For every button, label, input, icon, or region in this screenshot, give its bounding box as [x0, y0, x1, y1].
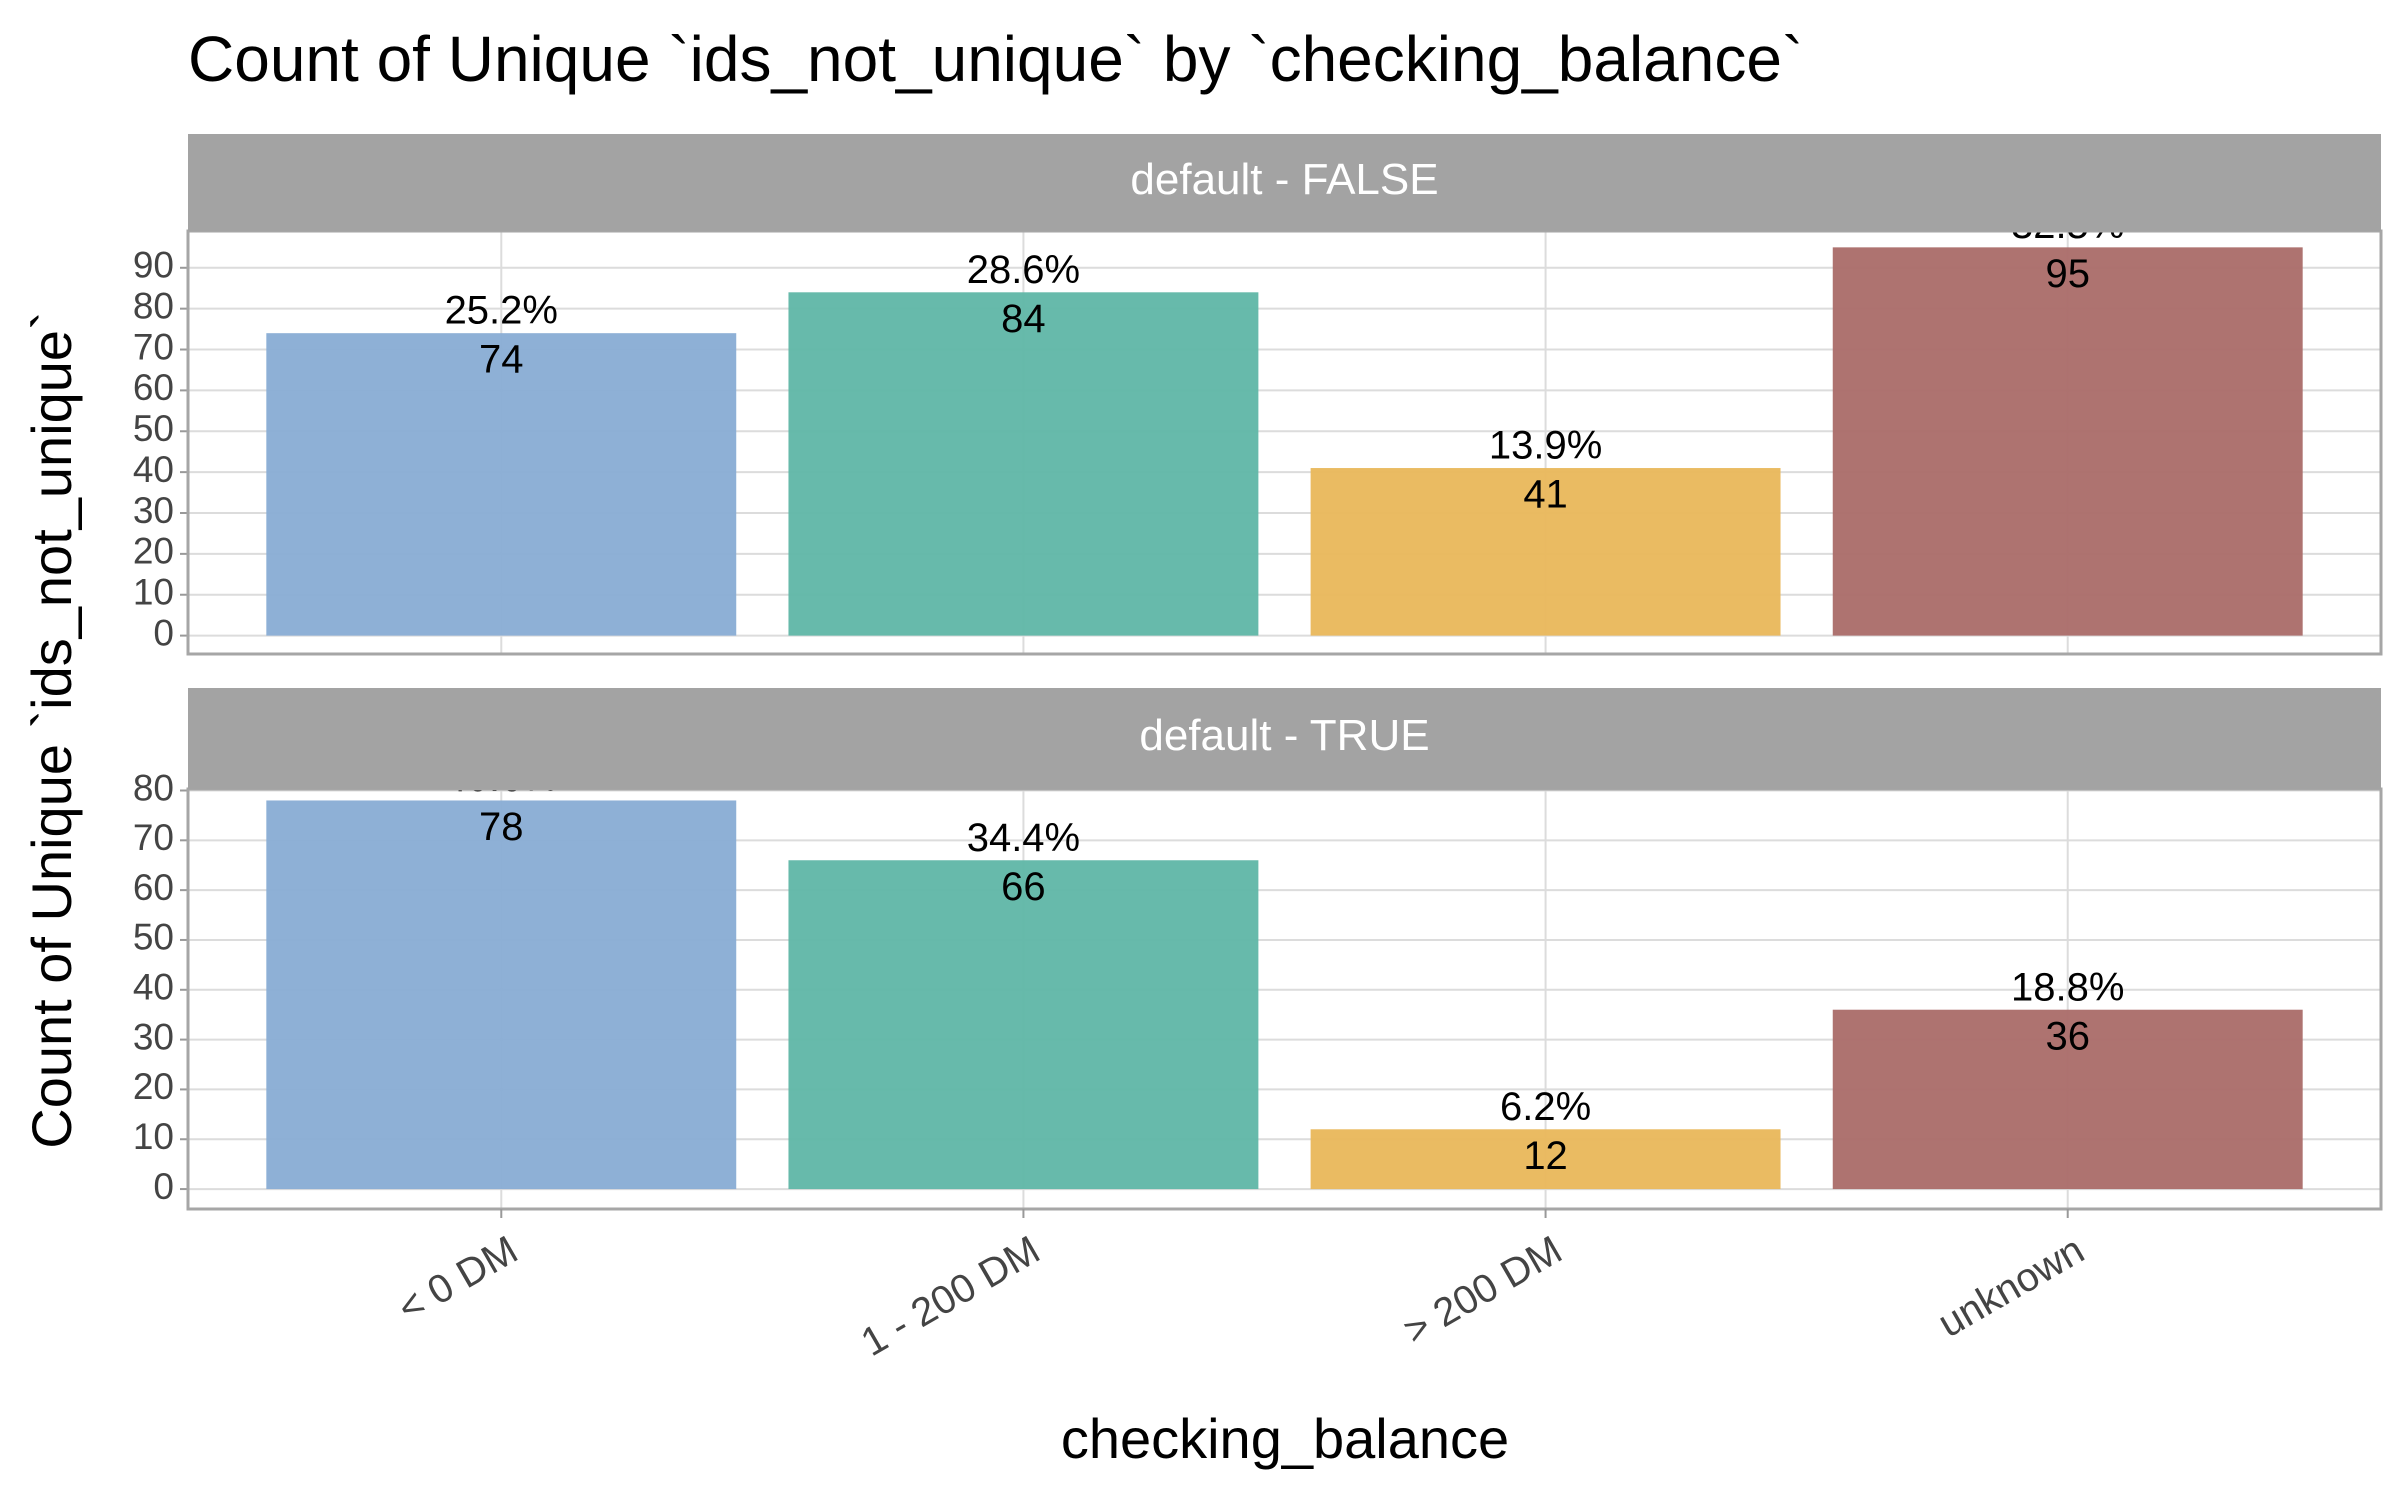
panel: 40.6% 78 34.4% 66 6.2% 12 18.8% 36 [188, 756, 2381, 1209]
y-tick-label: 50 [133, 408, 174, 449]
y-tick-label: 10 [133, 1116, 174, 1157]
value-label: 95 [2045, 252, 2090, 296]
y-tick-label: 70 [133, 817, 174, 858]
y-tick-label: 40 [133, 449, 174, 490]
x-tick-label: unknown [1931, 1228, 2092, 1346]
x-tick-label: < 0 DM [390, 1228, 525, 1331]
percent-label: 25.2% [445, 289, 558, 333]
percent-label: 32.5% [2011, 203, 2124, 247]
x-axis-title: checking_balance [1061, 1407, 1509, 1470]
value-label: 74 [479, 338, 524, 382]
bar [1832, 1009, 2303, 1190]
bar [1832, 247, 2303, 636]
value-label: 78 [479, 805, 524, 849]
value-label: 84 [1001, 297, 1046, 341]
y-tick-label: 60 [133, 867, 174, 908]
y-tick-label: 70 [133, 326, 174, 367]
y-tick-label: 80 [133, 285, 174, 326]
y-tick-label: 30 [133, 490, 174, 531]
panel: 25.2% 74 28.6% 84 13.9% 41 32.5% 95 [188, 203, 2381, 654]
x-tick-label: 1 - 200 DM [854, 1228, 1047, 1365]
percent-label: 34.4% [967, 816, 1080, 860]
y-tick-label: 60 [133, 367, 174, 408]
y-tick-label: 20 [133, 1066, 174, 1107]
bar [1310, 468, 1781, 636]
strip [188, 134, 2381, 231]
value-label: 66 [1001, 865, 1046, 909]
value-label: 36 [2045, 1014, 2090, 1058]
value-label: 41 [1523, 473, 1568, 517]
strip [188, 688, 2381, 789]
y-tick-label: 30 [133, 1016, 174, 1057]
bar [788, 292, 1259, 636]
percent-label: 28.6% [967, 248, 1080, 292]
bar [266, 333, 737, 636]
y-tick-label: 50 [133, 917, 174, 958]
bar [1310, 1129, 1781, 1190]
y-tick-label: 40 [133, 967, 174, 1008]
y-axis-title: Count of Unique `ids_not_unique` [20, 311, 83, 1148]
y-tick-label: 20 [133, 531, 174, 572]
y-tick-label: 10 [133, 572, 174, 613]
percent-label: 6.2% [1500, 1085, 1591, 1129]
bar [266, 800, 737, 1190]
percent-label: 13.9% [1489, 424, 1602, 468]
percent-label: 40.6% [445, 756, 558, 800]
chart-title: Count of Unique `ids_not_unique` by `che… [188, 23, 1803, 95]
strip-label: default - FALSE [1130, 155, 1438, 204]
y-tick-label: 0 [153, 612, 174, 653]
percent-label: 18.8% [2011, 965, 2124, 1009]
bar [788, 860, 1259, 1190]
y-tick-label: 0 [153, 1166, 174, 1207]
strip-label: default - TRUE [1139, 711, 1429, 760]
x-tick-label: > 200 DM [1396, 1228, 1569, 1353]
y-tick-label: 80 [133, 767, 174, 808]
y-tick-label: 90 [133, 245, 174, 286]
value-label: 12 [1523, 1134, 1568, 1178]
